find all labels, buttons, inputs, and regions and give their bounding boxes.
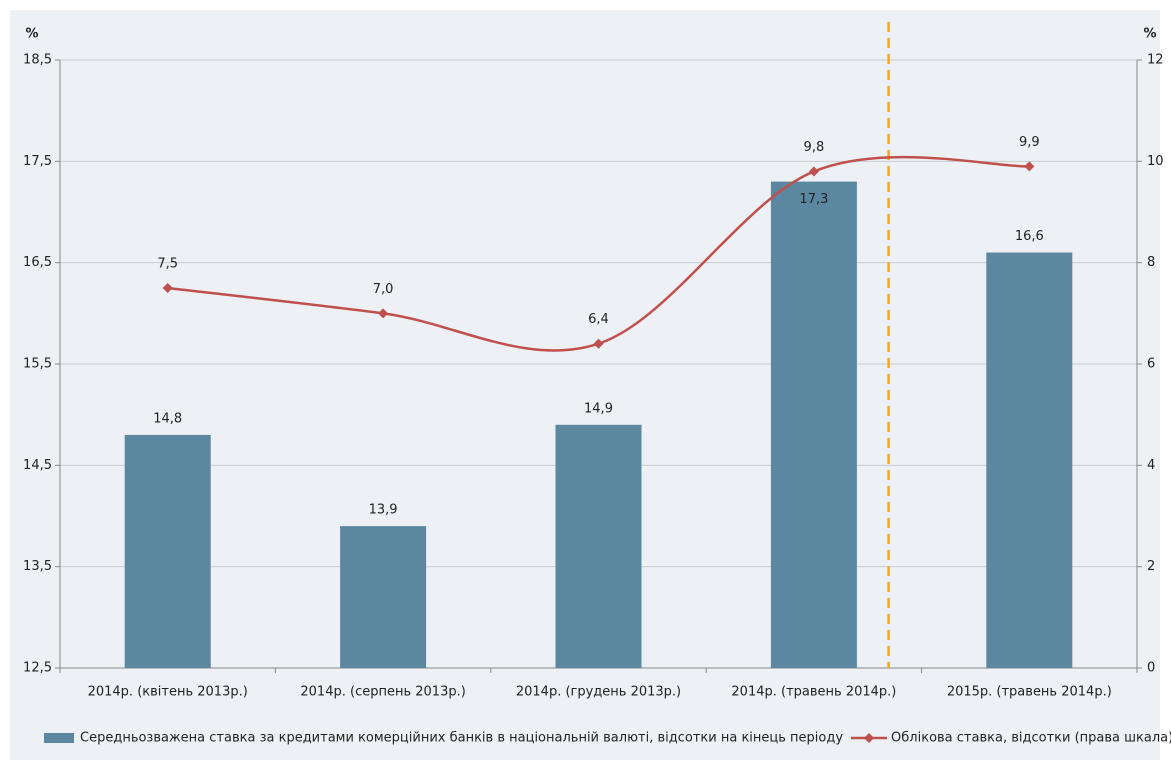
bar-value-label: 16,6 [1015,229,1044,244]
bar [124,434,211,668]
y-unit: % [25,27,38,42]
y2-tick-label: 2 [1147,559,1155,574]
line-value-label: 9,9 [1019,135,1040,150]
y2-tick-label: 12 [1147,53,1164,68]
y2-tick-label: 10 [1147,154,1164,169]
y-tick-label: 14,5 [23,458,52,473]
bar [555,424,642,668]
x-tick-label: 2015р. (травень 2014р.) [947,685,1112,700]
line-value-label: 9,8 [804,140,825,155]
y2-tick-label: 6 [1147,357,1155,372]
x-tick-label: 2014р. (серпень 2013р.) [300,685,465,700]
x-tick-label: 2014р. (травень 2014р.) [731,685,896,700]
y-tick-label: 17,5 [23,154,52,169]
line-value-label: 7,0 [373,282,394,297]
x-tick-label: 2014р. (квітень 2013р.) [88,685,248,700]
legend-label: Облікова ставка, відсотки (права шкала) [891,731,1171,746]
y2-tick-label: 8 [1147,255,1155,270]
bar [986,252,1073,669]
y-tick-label: 18,5 [23,53,52,68]
y2-unit: % [1143,27,1156,42]
bar [340,526,427,668]
y-tick-label: 13,5 [23,559,52,574]
legend-label: Середньозважена ставка за кредитами коме… [80,731,843,746]
line-marker [808,166,819,177]
x-tick-label: 2014р. (грудень 2013р.) [516,685,681,700]
y2-tick-label: 0 [1147,661,1155,676]
line-value-label: 7,5 [157,257,178,272]
line-marker [593,338,604,349]
line-marker [1024,161,1035,172]
bar-value-label: 14,9 [584,401,613,416]
y-tick-label: 16,5 [23,255,52,270]
y-tick-label: 12,5 [23,661,52,676]
bar-value-label: 17,3 [799,192,828,207]
y-tick-label: 15,5 [23,357,52,372]
legend-swatch [44,733,74,743]
legend-marker [864,733,875,743]
bar-value-label: 14,8 [153,411,182,426]
line-value-label: 6,4 [588,312,609,327]
line-marker [162,283,173,293]
bar-value-label: 13,9 [369,503,398,518]
y2-tick-label: 4 [1147,458,1155,473]
line-marker [378,308,389,319]
bar [770,181,857,668]
